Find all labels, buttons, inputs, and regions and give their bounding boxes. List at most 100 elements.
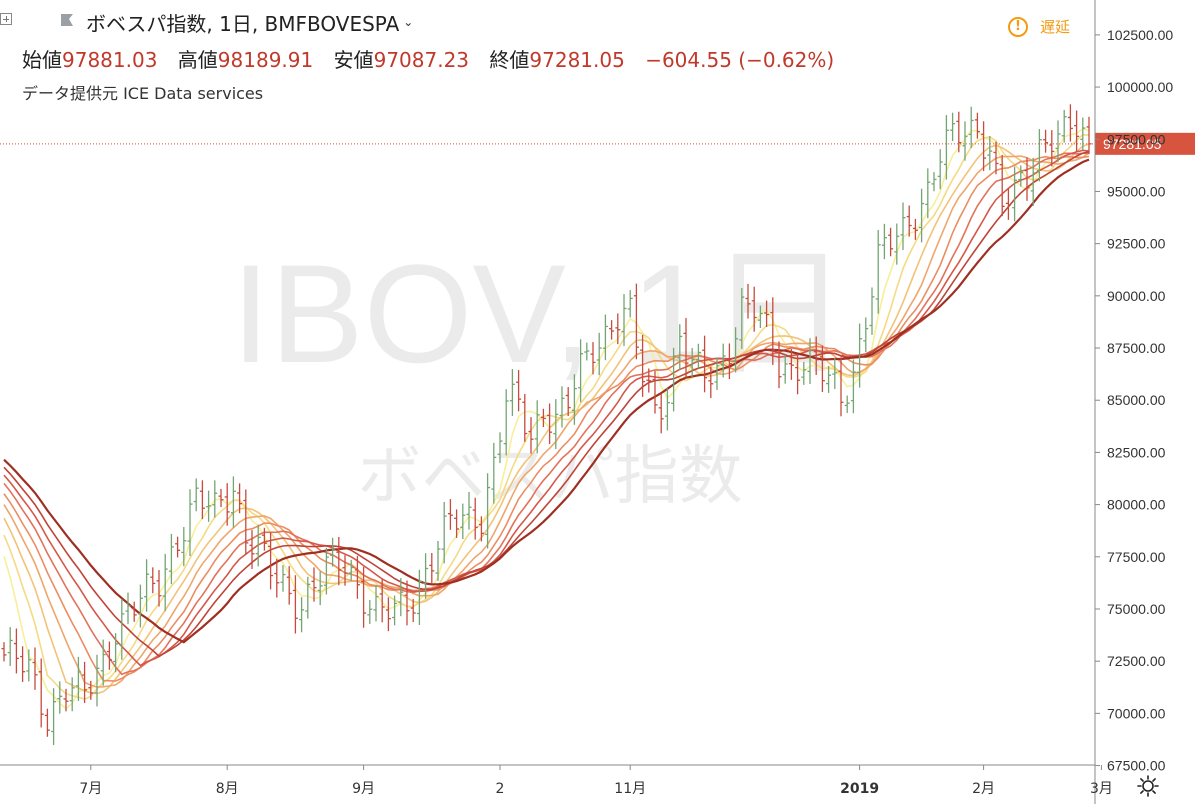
ohlc-bar: [844, 395, 850, 413]
gear-icon[interactable]: [1136, 774, 1160, 798]
ohlc-bar: [1061, 109, 1067, 143]
ohlc-bar: [367, 600, 373, 624]
time-tick-label: 8月: [216, 781, 239, 797]
ohlc-bar: [88, 680, 94, 700]
ohlc-bar: [714, 357, 720, 390]
price-tick-label: 75000.00: [1107, 601, 1166, 617]
ohlc-bar: [1, 642, 7, 662]
moving-average-ribbon: [3, 127, 1090, 710]
flag-icon[interactable]: [60, 13, 74, 27]
price-tick-label: 97500.00: [1107, 131, 1166, 147]
ohlc-bar: [348, 559, 354, 581]
ohlc-bar: [819, 345, 825, 393]
expand-icon[interactable]: [0, 13, 12, 25]
ohlc-bar: [119, 598, 125, 660]
ma-line-23: [3, 149, 1090, 667]
ohlc-bar: [404, 580, 410, 626]
time-tick-label: 11月: [614, 781, 646, 797]
ohlc-bar: [615, 313, 621, 345]
ma-line-14: [3, 152, 1090, 688]
delay-label: 遅延: [1040, 18, 1071, 36]
ohlc-bar: [299, 597, 305, 633]
ohlc-bar: [100, 639, 106, 686]
ohlc-bar: [640, 334, 646, 397]
ohlc-bar: [788, 349, 794, 380]
exclamation-icon: !: [1008, 16, 1028, 37]
price-tick-label: 72500.00: [1107, 653, 1166, 669]
last-price-label: 97281.05: [1103, 136, 1162, 152]
ohlc-bar: [317, 571, 323, 606]
price-tick-label: 67500.00: [1107, 758, 1166, 774]
ohlc-bar: [751, 286, 757, 332]
ohlc-bar: [237, 483, 243, 514]
ohlc-bar: [602, 314, 608, 361]
chevron-down-icon[interactable]: ⌄: [403, 15, 414, 29]
ohlc-bar: [863, 317, 869, 353]
symbol-title[interactable]: ボベスパ指数, 1日, BMFBOVESPA: [86, 11, 400, 36]
ohlc-bar: [249, 530, 255, 569]
data-source: データ提供元 ICE Data services: [22, 84, 264, 103]
ohlc-bar: [274, 558, 280, 598]
price-tick-label: 100000.00: [1107, 79, 1173, 95]
ohlc-bar: [919, 188, 925, 243]
close-label: 終値: [489, 48, 530, 72]
ohlc-bar: [137, 584, 143, 628]
ohlc-bar: [888, 227, 894, 257]
ohlc-bar: [144, 559, 150, 612]
ohlc-bar: [392, 595, 398, 626]
price-tick-label: 92500.00: [1107, 236, 1166, 252]
ohlc-bar: [323, 547, 329, 595]
ohlc-bar: [881, 223, 887, 260]
ohlc-bar: [956, 111, 962, 153]
ohlc-bar: [646, 368, 652, 393]
ohlc-bar: [26, 649, 32, 682]
ohlc-bar: [156, 570, 162, 607]
ohlc-bar: [757, 305, 763, 329]
ohlc-bar: [460, 503, 466, 540]
ohlc-bar: [633, 283, 639, 360]
ohlc-bar: [522, 393, 528, 442]
close-value: 97281.05: [529, 48, 625, 72]
ohlc-bar: [627, 290, 633, 318]
ohlc-bar: [733, 327, 739, 373]
ohlc-bar: [826, 365, 832, 393]
ohlc-bar: [509, 369, 515, 416]
ohlc-bar: [925, 168, 931, 219]
ohlc-bar: [1055, 120, 1061, 162]
ohlc-bar: [807, 338, 813, 384]
ohlc-bar: [931, 172, 937, 192]
ohlc-bar: [286, 566, 292, 605]
ohlc-bar: [7, 627, 13, 666]
ohlc-bar: [435, 540, 441, 582]
ohlc-bar: [429, 553, 435, 584]
time-axis[interactable]: 7月 8月 9月 2 11月 2019 2月 3月: [0, 764, 1113, 797]
ohlc-bar: [547, 403, 553, 445]
ohlc-bar: [330, 537, 336, 567]
ohlc-bar: [1036, 129, 1042, 182]
delay-badge[interactable]: ! 遅延: [1008, 16, 1070, 37]
ohlc-bar: [224, 483, 230, 526]
ohlc-bar: [410, 599, 416, 622]
price-axis[interactable]: 102500.00 100000.00 97500.00 95000.00 92500.…: [1094, 0, 1173, 804]
ohlc-bar: [441, 501, 447, 564]
high-label: 高値: [177, 48, 218, 72]
ohlc-bar: [516, 370, 522, 412]
ohlc-bar: [813, 336, 819, 375]
ohlc-bar: [553, 399, 559, 449]
ohlc-bar: [838, 357, 844, 417]
ohlc-bar: [385, 597, 391, 632]
ohlc-bar: [609, 320, 615, 340]
ohlc-bar: [1005, 188, 1011, 220]
watermark-symbol: IBOV, 1日: [231, 235, 848, 392]
price-tick-label: 95000.00: [1107, 183, 1166, 199]
time-tick-label: 2019: [840, 781, 879, 797]
ohlc-bar: [354, 555, 360, 599]
ohlc-bar: [689, 348, 695, 378]
ohlc-bar: [181, 527, 187, 567]
ohlc-bar: [1024, 157, 1030, 201]
ohlc-bar: [906, 205, 912, 237]
ohlc-bar: [968, 106, 974, 149]
ohlc-bar: [261, 527, 267, 551]
ohlc-bar: [943, 115, 949, 180]
